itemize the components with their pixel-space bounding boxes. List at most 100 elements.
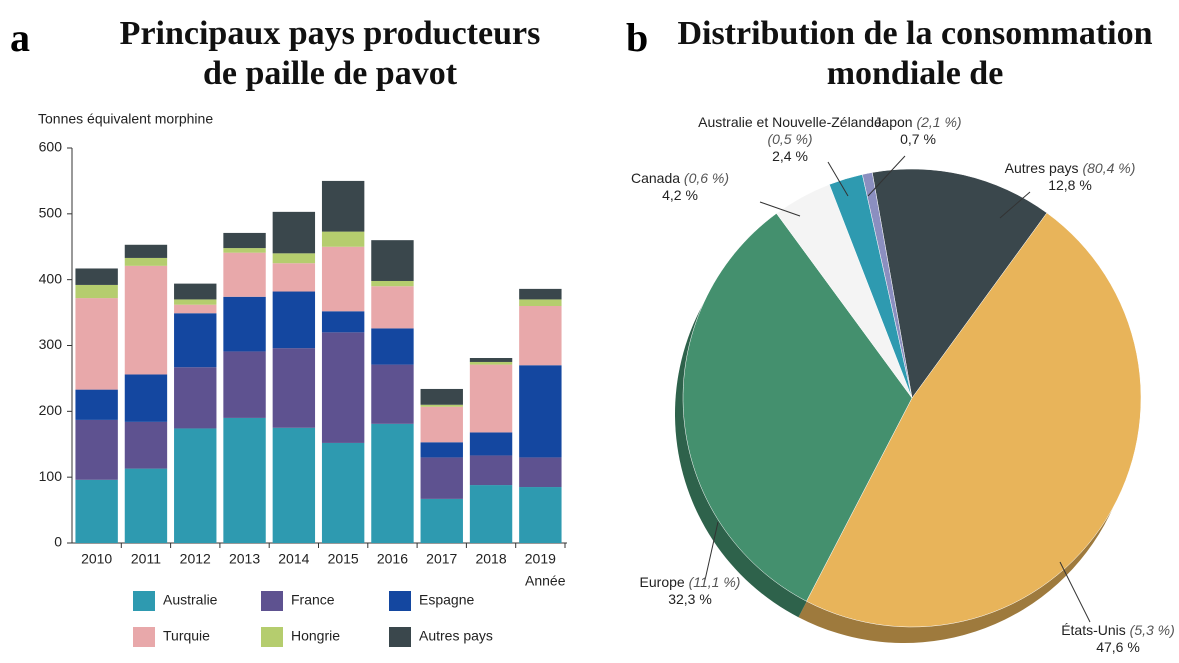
y-tick-label: 0 bbox=[54, 534, 62, 550]
bar-segment bbox=[124, 265, 168, 375]
bar-segment bbox=[519, 306, 562, 366]
bar-segment bbox=[174, 367, 217, 429]
bar-segment bbox=[420, 404, 463, 407]
slice-label: Europe (11,1 %) 32,3 % bbox=[595, 574, 785, 608]
panel-letter: b bbox=[626, 15, 649, 60]
bar-segment bbox=[371, 328, 414, 365]
bar-segment bbox=[469, 485, 513, 543]
bar-segment bbox=[420, 457, 463, 499]
y-tick-label: 100 bbox=[39, 468, 63, 484]
slice-name: Japon bbox=[874, 114, 913, 130]
panel-letter: a bbox=[10, 15, 30, 60]
bar-segment bbox=[371, 423, 414, 543]
bar-segment bbox=[124, 374, 168, 422]
bar-segment bbox=[75, 298, 118, 390]
legend-label: France bbox=[291, 592, 335, 608]
bar-segment bbox=[75, 389, 118, 420]
bar-segment bbox=[469, 455, 513, 486]
bar-segment bbox=[223, 296, 266, 352]
slice-secondary: (11,1 %) bbox=[688, 574, 741, 590]
bar-segment bbox=[321, 332, 365, 443]
legend-swatch bbox=[261, 591, 283, 611]
x-tick-label: 2017 bbox=[426, 551, 457, 567]
leader-line bbox=[999, 191, 1031, 219]
bar-segment bbox=[420, 406, 463, 443]
bar-segment bbox=[321, 442, 365, 543]
legend-swatch bbox=[389, 627, 411, 647]
bar-segment bbox=[371, 364, 414, 424]
y-tick-label: 400 bbox=[39, 270, 63, 286]
bar-segment bbox=[272, 348, 316, 428]
bar-segment bbox=[174, 304, 217, 314]
slice-value: 12,8 % bbox=[1048, 177, 1092, 193]
bar-segment bbox=[174, 283, 217, 300]
bar-segment bbox=[272, 427, 316, 543]
x-tick-label: 2019 bbox=[525, 551, 556, 567]
x-tick-label: 2016 bbox=[377, 551, 408, 567]
x-tick-label: 2018 bbox=[475, 551, 506, 567]
bar-segment bbox=[124, 257, 168, 266]
bar-segment bbox=[223, 252, 266, 297]
legend-label: Turquie bbox=[163, 628, 210, 644]
legend-label: Hongrie bbox=[291, 628, 340, 644]
y-tick-label: 600 bbox=[39, 139, 63, 155]
slice-label: Japon (2,1 %) 0,7 % bbox=[823, 114, 1013, 148]
x-axis-label: Année bbox=[525, 573, 566, 589]
bar-segment bbox=[321, 311, 365, 333]
bar-segment bbox=[420, 442, 463, 458]
bar-segment bbox=[371, 286, 414, 329]
bar-segment bbox=[223, 417, 266, 543]
bar-segment bbox=[469, 364, 513, 433]
bar-segment bbox=[469, 432, 513, 456]
slice-name: Europe bbox=[639, 574, 685, 590]
slice bbox=[862, 172, 913, 399]
slice-value: 4,2 % bbox=[662, 187, 698, 203]
slice-secondary: (0,6 %) bbox=[683, 170, 730, 186]
bar-segment bbox=[75, 479, 118, 543]
leader-line bbox=[867, 155, 906, 197]
slice-secondary: (80,4 %) bbox=[1082, 160, 1136, 176]
slice-name: États-Unis bbox=[1061, 622, 1126, 638]
legend-label: Autres pays bbox=[419, 628, 493, 644]
bar-segment bbox=[321, 180, 365, 232]
slice-secondary: (5,3 %) bbox=[1129, 622, 1175, 638]
bar-segment bbox=[272, 291, 316, 349]
bar-segment bbox=[519, 365, 562, 458]
x-tick-label: 2015 bbox=[328, 551, 359, 567]
bar-segment bbox=[469, 358, 513, 362]
y-tick-label: 200 bbox=[39, 402, 63, 418]
slice-secondary: (2,1 %) bbox=[916, 114, 962, 130]
bar-segment bbox=[321, 231, 365, 247]
bar-segment bbox=[174, 428, 217, 543]
bar-segment bbox=[420, 498, 463, 543]
leader-line bbox=[1059, 561, 1091, 623]
slice-name: Canada bbox=[630, 170, 681, 186]
y-axis-label: Tonnes équivalent morphine bbox=[38, 111, 213, 127]
slice bbox=[806, 212, 1142, 628]
slice bbox=[682, 213, 913, 602]
bar-segment bbox=[124, 421, 168, 469]
slice-secondary: (0,5 %) bbox=[767, 131, 813, 147]
slice-label: Australie et Nouvelle-Zélande (0,5 %) 2,4… bbox=[695, 114, 885, 165]
bar-segment bbox=[223, 232, 266, 249]
y-tick-label: 500 bbox=[39, 205, 63, 221]
slice-value: 47,6 % bbox=[1096, 639, 1140, 655]
slice-name: Australie et Nouvelle-Zélande bbox=[698, 114, 882, 130]
bar-segment bbox=[519, 288, 562, 300]
bar-segment bbox=[272, 253, 316, 264]
chart-title: Distribution de la consommation mondiale… bbox=[677, 15, 1153, 92]
bar-segment bbox=[321, 246, 365, 312]
legend-label: Australie bbox=[163, 592, 218, 608]
bar-segment bbox=[469, 361, 513, 365]
legend-swatch bbox=[133, 627, 155, 647]
slice bbox=[871, 168, 1048, 399]
bar-segment bbox=[272, 211, 316, 254]
bar-segment bbox=[223, 351, 266, 418]
bar-segment bbox=[371, 240, 414, 281]
bar-segment bbox=[75, 268, 118, 285]
slice-name: Autres pays bbox=[1004, 160, 1079, 176]
bar-segment bbox=[420, 388, 463, 405]
bar-segment bbox=[223, 248, 266, 253]
legend-swatch bbox=[389, 591, 411, 611]
